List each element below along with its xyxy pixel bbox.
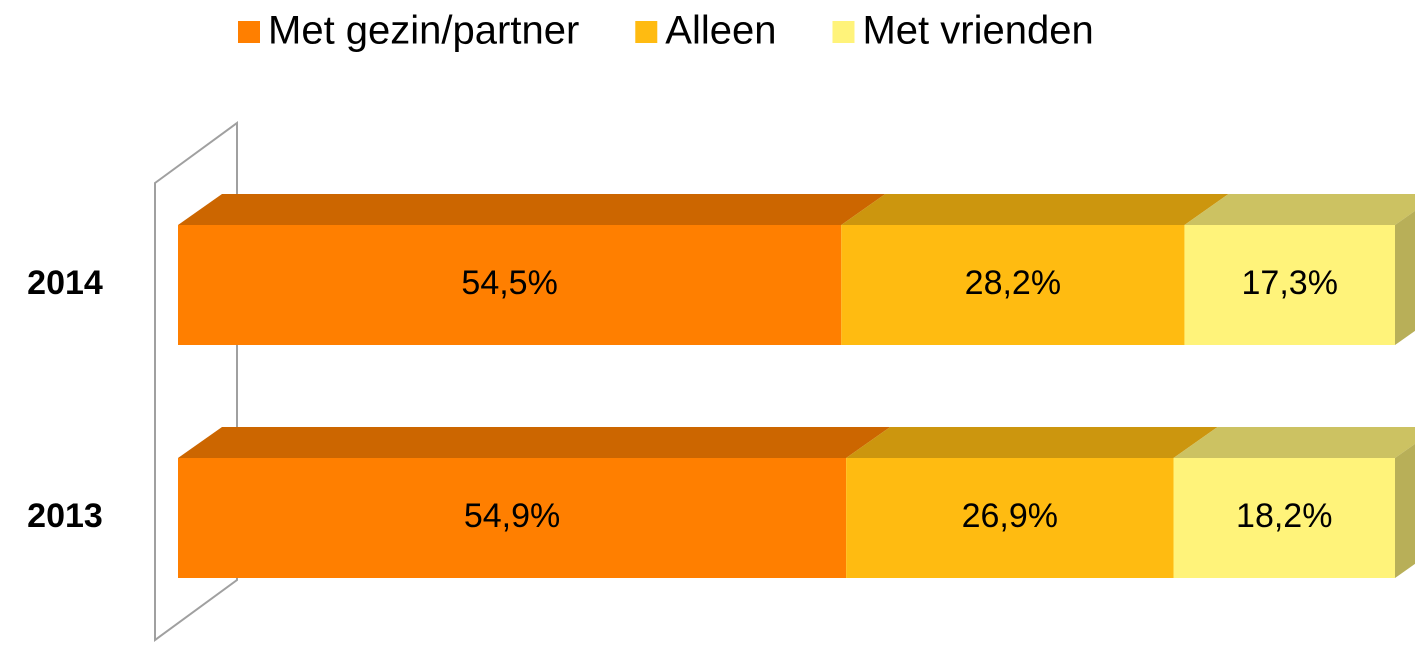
bar [1184, 225, 1395, 345]
legend-swatch [635, 21, 658, 43]
value-label: 26,9% [962, 497, 1058, 535]
value-label: 17,3% [1242, 264, 1338, 302]
bar-top [846, 427, 1218, 458]
bar-top [178, 427, 891, 458]
bar-side [1395, 210, 1415, 345]
category-label: 2014 [27, 264, 103, 302]
bar-side [1395, 443, 1415, 578]
value-label: 54,5% [461, 264, 557, 302]
bar [841, 225, 1185, 345]
bar-top [1173, 427, 1415, 458]
bar [178, 458, 847, 578]
category-label: 2013 [27, 497, 103, 535]
bar [846, 458, 1174, 578]
bar-top [1184, 194, 1415, 225]
bar [1173, 458, 1395, 578]
value-label: 28,2% [965, 264, 1061, 302]
bar [178, 225, 842, 345]
bar-top [178, 194, 886, 225]
value-label: 18,2% [1236, 497, 1332, 535]
legend-label: Met vrienden [862, 9, 1093, 53]
legend-swatch [832, 21, 855, 43]
legend: Met gezin/partner Alleen Met vrienden [238, 9, 1094, 53]
value-label: 54,9% [464, 497, 560, 535]
bar-top [841, 194, 1229, 225]
legend-swatch [238, 21, 260, 43]
legend-label: Alleen [665, 9, 776, 53]
legend-label: Met gezin/partner [268, 9, 579, 53]
